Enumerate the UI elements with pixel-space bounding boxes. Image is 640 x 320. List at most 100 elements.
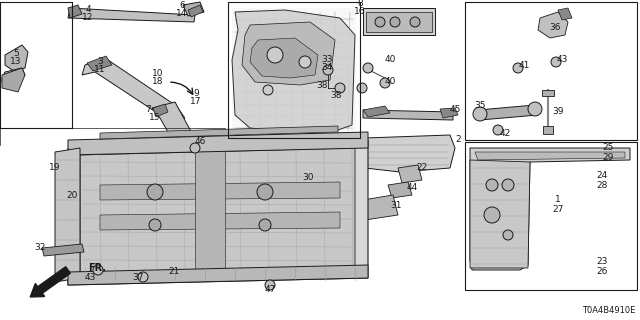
Circle shape <box>323 65 333 75</box>
Text: 44: 44 <box>406 183 418 193</box>
Circle shape <box>257 184 273 200</box>
Polygon shape <box>5 45 28 72</box>
Polygon shape <box>232 10 355 132</box>
Polygon shape <box>183 2 204 16</box>
Polygon shape <box>388 182 412 198</box>
Text: 16: 16 <box>355 7 365 17</box>
Polygon shape <box>94 267 102 274</box>
Text: 36: 36 <box>549 23 561 33</box>
Bar <box>465 142 637 290</box>
Polygon shape <box>82 58 182 125</box>
Text: 38: 38 <box>330 92 342 100</box>
Polygon shape <box>336 84 344 92</box>
Text: 1: 1 <box>555 196 561 204</box>
Circle shape <box>147 184 163 200</box>
Polygon shape <box>100 182 340 200</box>
Circle shape <box>263 85 273 95</box>
Polygon shape <box>68 265 368 285</box>
Text: 18: 18 <box>152 77 164 86</box>
Polygon shape <box>494 126 502 133</box>
Polygon shape <box>514 65 522 71</box>
Polygon shape <box>470 160 530 268</box>
Polygon shape <box>100 212 340 230</box>
Polygon shape <box>478 105 538 120</box>
Polygon shape <box>398 165 422 183</box>
Circle shape <box>149 219 161 231</box>
Circle shape <box>363 63 373 73</box>
Polygon shape <box>266 282 274 289</box>
Polygon shape <box>68 140 368 285</box>
Polygon shape <box>188 5 203 17</box>
Polygon shape <box>552 59 560 66</box>
Circle shape <box>410 17 420 27</box>
Text: 35: 35 <box>474 101 486 110</box>
Polygon shape <box>168 108 185 124</box>
Text: 15: 15 <box>149 114 161 123</box>
Polygon shape <box>152 102 200 162</box>
Circle shape <box>486 179 498 191</box>
Text: 41: 41 <box>518 60 530 69</box>
Circle shape <box>528 102 542 116</box>
Bar <box>228 2 360 138</box>
Polygon shape <box>87 56 112 71</box>
Circle shape <box>390 17 400 27</box>
Text: 43: 43 <box>84 274 96 283</box>
Text: 24: 24 <box>596 171 607 180</box>
Text: FR.: FR. <box>88 263 106 273</box>
Text: 2: 2 <box>455 135 461 145</box>
Polygon shape <box>381 79 389 86</box>
Polygon shape <box>250 38 318 78</box>
Polygon shape <box>364 65 372 71</box>
Text: 39: 39 <box>552 108 564 116</box>
Text: 12: 12 <box>83 13 93 22</box>
Polygon shape <box>440 108 458 118</box>
Circle shape <box>513 63 523 73</box>
Circle shape <box>375 17 385 27</box>
Circle shape <box>493 125 503 135</box>
Text: 6: 6 <box>179 2 185 11</box>
Circle shape <box>259 219 271 231</box>
Text: 37: 37 <box>132 274 144 283</box>
Polygon shape <box>543 126 553 134</box>
Circle shape <box>551 57 561 67</box>
Polygon shape <box>55 148 80 282</box>
Circle shape <box>357 83 367 93</box>
Polygon shape <box>363 106 390 117</box>
Polygon shape <box>139 274 147 281</box>
Polygon shape <box>80 148 355 278</box>
Circle shape <box>473 107 487 121</box>
Polygon shape <box>2 68 25 88</box>
Polygon shape <box>2 68 25 92</box>
Text: 45: 45 <box>449 106 461 115</box>
Polygon shape <box>283 168 362 184</box>
FancyArrow shape <box>30 267 70 297</box>
Text: 19: 19 <box>49 164 61 172</box>
Text: 38: 38 <box>316 82 328 91</box>
Text: 10: 10 <box>152 69 164 78</box>
Circle shape <box>503 230 513 240</box>
Polygon shape <box>68 132 368 155</box>
Text: 14: 14 <box>176 10 188 19</box>
Polygon shape <box>365 135 455 172</box>
Text: 29: 29 <box>602 154 614 163</box>
Text: 32: 32 <box>35 244 45 252</box>
Text: 17: 17 <box>190 98 202 107</box>
Text: 5: 5 <box>13 50 19 59</box>
Text: 33: 33 <box>321 55 333 65</box>
Polygon shape <box>538 12 568 38</box>
Polygon shape <box>100 126 338 139</box>
Text: 3: 3 <box>97 58 103 67</box>
Text: 20: 20 <box>67 190 77 199</box>
Text: 30: 30 <box>302 173 314 182</box>
Text: 43: 43 <box>556 55 568 65</box>
Circle shape <box>265 280 275 290</box>
Circle shape <box>93 265 103 275</box>
Polygon shape <box>68 8 195 22</box>
Text: 9: 9 <box>193 90 199 99</box>
Text: 7: 7 <box>145 106 151 115</box>
Polygon shape <box>542 90 554 96</box>
Polygon shape <box>358 84 366 92</box>
Text: 8: 8 <box>357 0 363 9</box>
Text: 47: 47 <box>264 285 276 294</box>
Polygon shape <box>363 195 398 220</box>
